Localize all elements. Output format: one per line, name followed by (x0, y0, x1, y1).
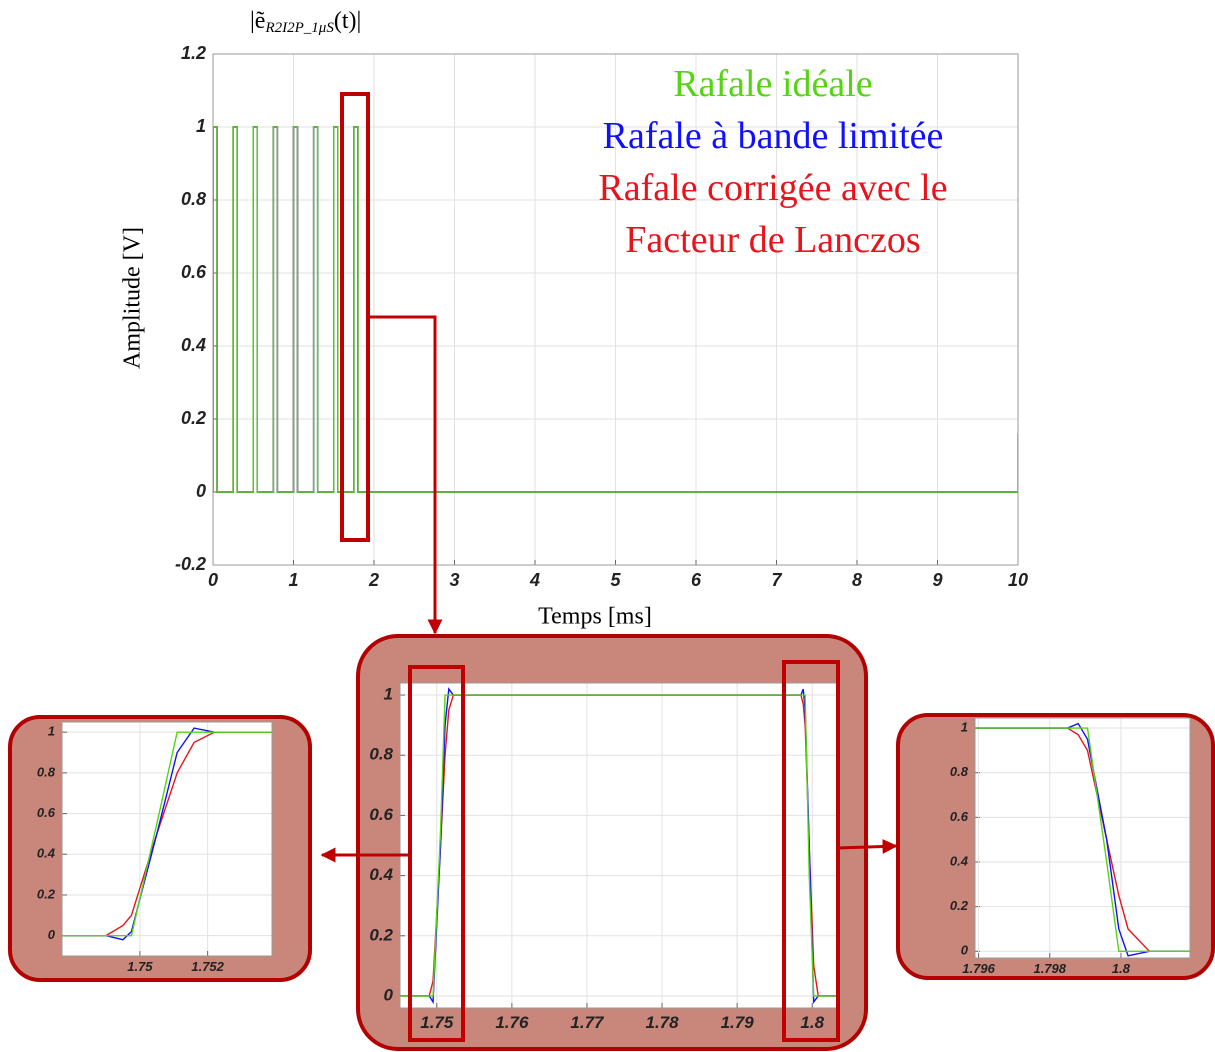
title-subscript: R2I2P_1μS (264, 20, 334, 36)
y-tick-label: 0.4 (950, 853, 969, 868)
plot-area (62, 722, 272, 956)
y-tick-label: 0.2 (181, 408, 206, 428)
y-tick-label: 1 (384, 685, 393, 704)
x-axis-label: Temps [ms] (538, 604, 652, 630)
x-tick-label: 1.78 (646, 1013, 680, 1032)
x-tick-label: 5 (610, 570, 621, 590)
title-base: |ẽ (250, 8, 265, 34)
series-line (62, 731, 272, 937)
legend-entry: Rafale corrigée avec le Facteur de Lancz… (598, 167, 948, 261)
connector-arrow (368, 315, 443, 635)
legend-entry: Rafale à bande limitée (602, 115, 944, 157)
series-line (213, 126, 1018, 493)
y-tick-label: 0.4 (369, 865, 393, 884)
y-tick-label: 0.2 (369, 925, 393, 944)
highlight-box (782, 660, 840, 1042)
y-tick-label: 0.8 (181, 189, 206, 209)
series-line (975, 727, 1190, 952)
y-tick-label: 0.6 (369, 805, 393, 824)
plot: 0 0.2 0.4 0.6 0.8 1 1.75 1.76 1.77 1.78 1.79 1.8 (369, 682, 841, 1032)
series-line (975, 722, 1190, 957)
x-tick-label: 0 (208, 570, 218, 590)
y-tick-label: 0.8 (950, 764, 969, 779)
x-tick-label: 1.752 (191, 959, 224, 974)
x-tick-label: 6 (691, 570, 702, 590)
y-tick-label: 0.2 (950, 898, 969, 913)
x-tick-label: 1.76 (495, 1013, 529, 1032)
x-tick-label: 1.8 (1112, 961, 1131, 976)
x-tick-label: 7 (771, 570, 782, 590)
x-tick-label: 1.79 (721, 1013, 755, 1032)
x-tick-label: 1.77 (570, 1013, 605, 1032)
x-tick-label: 8 (852, 570, 862, 590)
series-line (400, 694, 840, 997)
y-tick-label: 0.6 (181, 262, 207, 282)
y-tick-label: 0 (196, 481, 206, 501)
y-tick-label: 0.8 (369, 745, 393, 764)
x-tick-label: 1 (288, 570, 298, 590)
plot: 0 0.2 0.4 0.6 0.8 1 1.796 1.798 1.8 (950, 717, 1191, 976)
legend-entry: Rafale idéale (673, 63, 873, 105)
axes-box (974, 717, 1191, 959)
plot: 0 0.2 0.4 0.6 0.8 1 1.75 1.752 (37, 721, 273, 974)
x-tick-label: 2 (368, 570, 379, 590)
x-tick-label: 1.75 (420, 1013, 454, 1032)
y-tick-label: 0.6 (950, 809, 969, 824)
plot-area (975, 718, 1190, 958)
plot: -0.200.20.40.60.811.20 1 2 3 4 5 6 7 8 9 10 (175, 43, 1028, 590)
y-tick-label: -0.2 (175, 554, 206, 574)
y-tick-label: 1 (196, 116, 206, 136)
y-tick-label: 0.4 (37, 846, 56, 861)
y-tick-label: 1 (961, 719, 968, 734)
plot-area (400, 683, 840, 1008)
x-tick-label: 3 (449, 570, 459, 590)
y-tick-label: 1.2 (181, 43, 206, 63)
axes-box (61, 721, 273, 957)
y-tick-label: 0 (48, 927, 56, 942)
series-line (62, 727, 272, 941)
x-tick-label: 1.8 (800, 1013, 824, 1032)
y-tick-label: 0 (961, 943, 969, 958)
x-tick-label: 1.798 (1033, 961, 1066, 976)
y-tick-label: 0.8 (37, 764, 56, 779)
x-tick-label: 10 (1008, 570, 1028, 590)
y-tick-label: 0.4 (181, 335, 206, 355)
title-tail: (t)| (334, 8, 361, 34)
legend: Rafale idéale Rafale à bande limitée Rafal… (563, 58, 983, 266)
x-tick-label: 1.75 (127, 959, 153, 974)
y-tick-label: 0.2 (37, 886, 56, 901)
y-tick-label: 1 (48, 724, 55, 739)
connector-arrow (837, 838, 898, 854)
y-tick-label: 0 (384, 985, 394, 1004)
axes-box (212, 53, 1019, 566)
chart-title: |ẽR2I2P_1μS(t)| (250, 8, 361, 37)
y-axis-label: Amplitude [V] (120, 227, 146, 369)
x-tick-label: 4 (529, 570, 540, 590)
y-tick-label: 0.6 (37, 805, 56, 820)
plots: -0.200.20.40.60.811.20 1 2 3 4 5 6 7 8 9 1000.20.4… (37, 43, 1191, 1032)
x-tick-label: 9 (932, 570, 942, 590)
x-tick-label: 1.796 (962, 961, 995, 976)
